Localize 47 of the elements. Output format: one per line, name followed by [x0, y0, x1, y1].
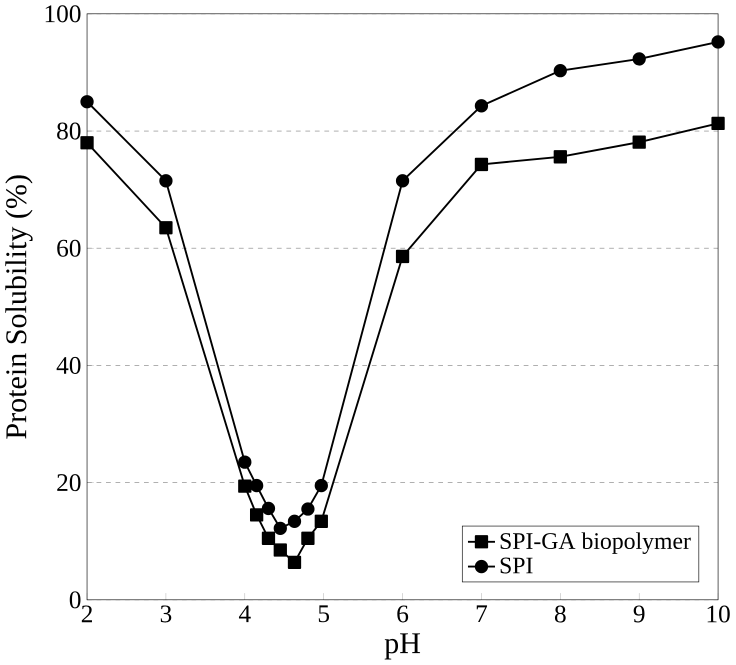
point — [396, 250, 410, 264]
point — [554, 64, 567, 78]
x-axis-title: pH — [384, 634, 420, 660]
point — [396, 174, 410, 188]
x-tick-label: 3 — [160, 606, 172, 623]
point — [250, 479, 264, 492]
point — [632, 136, 646, 149]
point — [238, 456, 252, 469]
x-tick-label: 4 — [238, 606, 251, 622]
point — [238, 480, 252, 493]
y-tick-label: 100 — [46, 5, 80, 22]
x-tick-label: 5 — [318, 606, 330, 622]
point — [250, 508, 264, 522]
point — [554, 150, 567, 164]
point — [159, 174, 173, 188]
point — [288, 514, 302, 528]
point — [301, 502, 315, 516]
y-tick-label: 80 — [57, 122, 80, 140]
point — [80, 136, 94, 150]
point — [274, 522, 287, 536]
x-tick-label: 6 — [397, 606, 408, 623]
point — [314, 479, 328, 492]
point — [314, 514, 328, 528]
legend-label: SPI-GA biopolymer — [500, 532, 691, 554]
y-axis-title: Protein Solubility (%) — [5, 175, 33, 439]
point — [632, 52, 646, 66]
y-tick-label: 40 — [56, 357, 80, 374]
point — [262, 502, 276, 516]
point — [711, 116, 725, 130]
x-tick-label: 10 — [708, 606, 730, 623]
x-tick-label: 7 — [476, 606, 488, 622]
y-tick-label: 0 — [70, 591, 80, 609]
legend-label: SPI — [500, 558, 533, 574]
point — [262, 532, 276, 546]
point — [274, 544, 287, 557]
x-tick-label: 9 — [634, 606, 644, 623]
y-tick-label: 20 — [57, 474, 80, 492]
point — [159, 221, 173, 234]
point — [711, 35, 725, 49]
x-tick-label: 2 — [82, 606, 92, 622]
point — [301, 532, 315, 546]
point — [80, 95, 94, 108]
y-tick-label: 60 — [57, 240, 80, 257]
x-tick-label: 8 — [554, 606, 566, 623]
point — [288, 556, 302, 570]
point — [474, 99, 488, 113]
point — [474, 158, 488, 172]
